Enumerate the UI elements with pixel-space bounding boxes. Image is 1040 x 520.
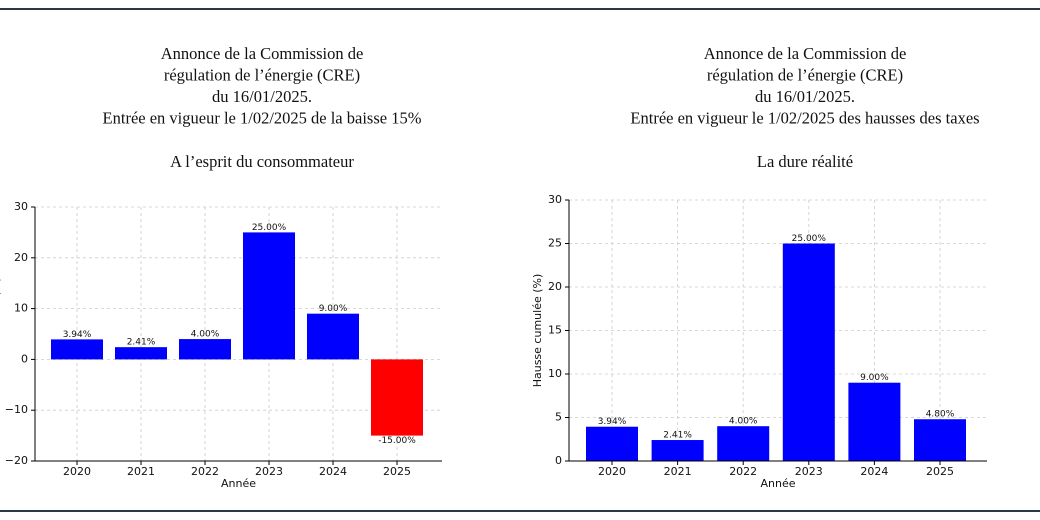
bar bbox=[717, 426, 770, 461]
chart-title-line: Annonce de la Commission de bbox=[161, 44, 364, 63]
value-label: 4.00% bbox=[729, 417, 758, 427]
y-tick-label: 0 bbox=[21, 352, 28, 365]
y-tick-label: −20 bbox=[5, 454, 28, 467]
y-tick-label: 30 bbox=[548, 193, 562, 206]
bar bbox=[848, 382, 901, 461]
x-tick-label: 2020 bbox=[598, 465, 626, 478]
chart-title-line: du 16/01/2025. bbox=[212, 87, 312, 106]
value-label: 25.00% bbox=[252, 223, 287, 233]
chart-subtitle: La dure réalité bbox=[757, 152, 853, 171]
x-tick-label: 2022 bbox=[729, 465, 757, 478]
bar bbox=[51, 339, 103, 360]
x-tick-label: 2021 bbox=[127, 465, 155, 478]
chart-title-line: Annonce de la Commission de bbox=[704, 44, 907, 63]
value-label: 25.00% bbox=[792, 234, 827, 244]
value-label: 3.94% bbox=[63, 330, 92, 340]
chart-title-line: Entrée en vigueur le 1/02/2025 de la bai… bbox=[103, 108, 422, 127]
x-tick-label: 2025 bbox=[926, 465, 954, 478]
y-tick-label: 25 bbox=[548, 237, 562, 250]
bar bbox=[782, 243, 835, 461]
x-tick-label: 2020 bbox=[63, 465, 91, 478]
y-axis-label: Hausse cumulée (%) bbox=[531, 274, 544, 388]
y-tick-label: −10 bbox=[5, 403, 28, 416]
x-tick-label: 2023 bbox=[795, 465, 823, 478]
y-tick-label: 30 bbox=[14, 200, 28, 213]
y-tick-label: 20 bbox=[14, 251, 28, 264]
axes bbox=[568, 200, 987, 462]
x-axis-label: Année bbox=[221, 477, 256, 490]
value-label: 2.41% bbox=[663, 431, 692, 441]
bar bbox=[586, 426, 638, 461]
x-tick-label: 2024 bbox=[860, 465, 888, 478]
value-label: -15.00% bbox=[378, 436, 416, 446]
x-tick-label: 2025 bbox=[383, 465, 411, 478]
y-tick-label: 10 bbox=[548, 367, 562, 380]
bar bbox=[914, 419, 966, 461]
x-tick-label: 2024 bbox=[319, 465, 347, 478]
y-tick-label: 20 bbox=[548, 280, 562, 293]
bar bbox=[371, 359, 423, 436]
bar bbox=[651, 440, 704, 461]
value-label: 2.41% bbox=[127, 338, 156, 348]
value-label: 9.00% bbox=[860, 373, 889, 383]
chart-title-line: régulation de l’énergie (CRE) bbox=[164, 65, 360, 84]
axes bbox=[34, 207, 442, 462]
bar bbox=[243, 232, 295, 360]
y-tick-label: 15 bbox=[548, 324, 562, 337]
chart-title-line: régulation de l’énergie (CRE) bbox=[707, 65, 903, 84]
x-tick-label: 2022 bbox=[191, 465, 219, 478]
value-label: 3.94% bbox=[598, 417, 627, 427]
bar bbox=[115, 347, 167, 360]
chart-subtitle: A l’esprit du consommateur bbox=[170, 152, 354, 171]
bar bbox=[179, 339, 231, 360]
value-label: 4.80% bbox=[926, 410, 955, 420]
y-tick-label: 0 bbox=[555, 454, 562, 467]
value-label: 9.00% bbox=[319, 304, 348, 314]
x-tick-label: 2023 bbox=[255, 465, 283, 478]
x-axis-label: Année bbox=[760, 477, 795, 490]
chart-title-line: du 16/01/2025. bbox=[755, 87, 855, 106]
value-label: 4.00% bbox=[191, 330, 220, 340]
y-tick-label: 5 bbox=[555, 411, 562, 424]
chart-title-line: Entrée en vigueur le 1/02/2025 des hauss… bbox=[630, 108, 979, 127]
x-tick-label: 2021 bbox=[664, 465, 692, 478]
bar bbox=[307, 313, 359, 360]
y-tick-label: 10 bbox=[14, 302, 28, 315]
y-axis-label: Hausse cumulée (%) bbox=[0, 277, 2, 391]
